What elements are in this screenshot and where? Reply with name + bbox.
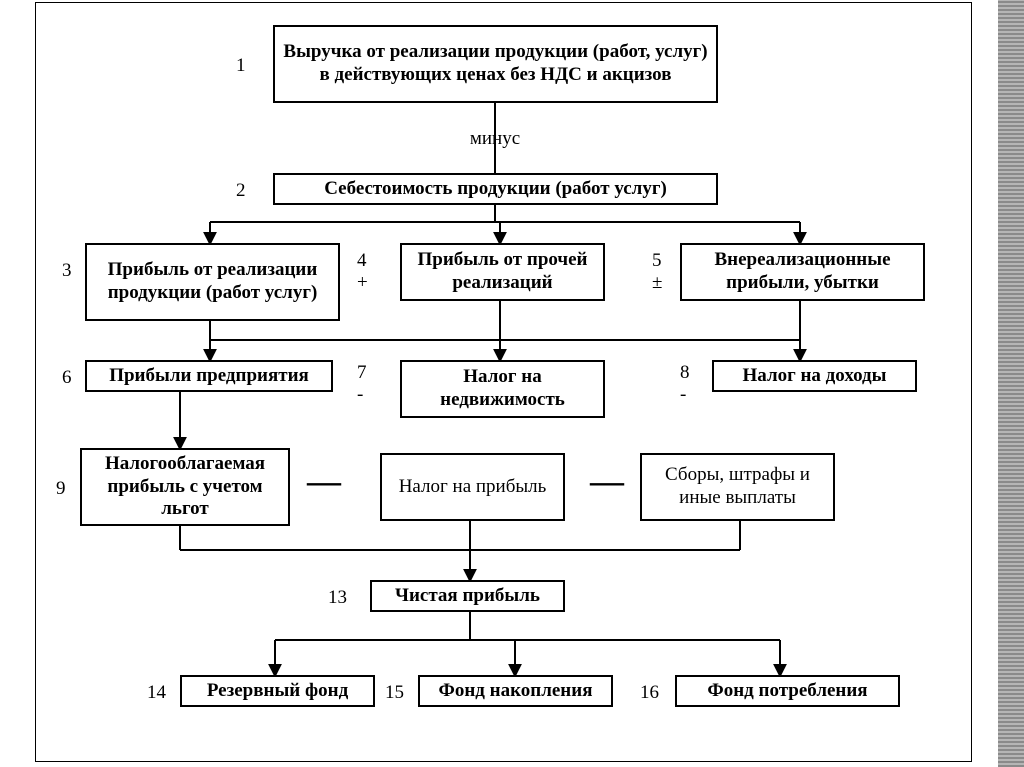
label-6: 6 — [62, 367, 72, 389]
node-5: Внереализационные прибыли, убытки — [680, 243, 925, 301]
node-4: Прибыль от прочей реализаций — [400, 243, 605, 301]
label-5: 5 ± — [652, 250, 662, 294]
label-9: 9 — [56, 478, 66, 500]
node-3: Прибыль от реализации продукции (работ у… — [85, 243, 340, 321]
node-12: Сборы, штрафы и иные выплаты — [640, 453, 835, 521]
node-8: Налог на доходы — [712, 360, 917, 392]
label-8: 8 - — [680, 362, 690, 406]
node-6: Прибыли предприятия — [85, 360, 333, 392]
node-16: Фонд потребления — [675, 675, 900, 707]
side-stripe — [998, 0, 1024, 767]
label-7: 7 - — [357, 362, 367, 406]
big-minus-b: — — [590, 463, 624, 501]
label-15: 15 — [385, 682, 404, 704]
node-7: Налог на недвижимость — [400, 360, 605, 418]
node-2: Себестоимость продукции (работ услуг) — [273, 173, 718, 205]
label-14: 14 — [147, 682, 166, 704]
node-13: Чистая прибыль — [370, 580, 565, 612]
label-4: 4 + — [357, 250, 368, 294]
label-1: 1 — [236, 55, 246, 77]
big-minus-a: — — [307, 463, 341, 501]
node-9: Налогооблагаемая прибыль с учетом льгот — [80, 448, 290, 526]
node-14: Резервный фонд — [180, 675, 375, 707]
label-2: 2 — [236, 180, 246, 202]
node-1: Выручка от реализации продукции (работ, … — [273, 25, 718, 103]
label-3: 3 — [62, 260, 72, 282]
node-15: Фонд накопления — [418, 675, 613, 707]
label-13: 13 — [328, 587, 347, 609]
minus-label: минус — [455, 128, 535, 150]
node-11: Налог на прибыль — [380, 453, 565, 521]
diagram-stage: минус Выручка от реализации продукции (р… — [0, 0, 1024, 767]
label-16: 16 — [640, 682, 659, 704]
